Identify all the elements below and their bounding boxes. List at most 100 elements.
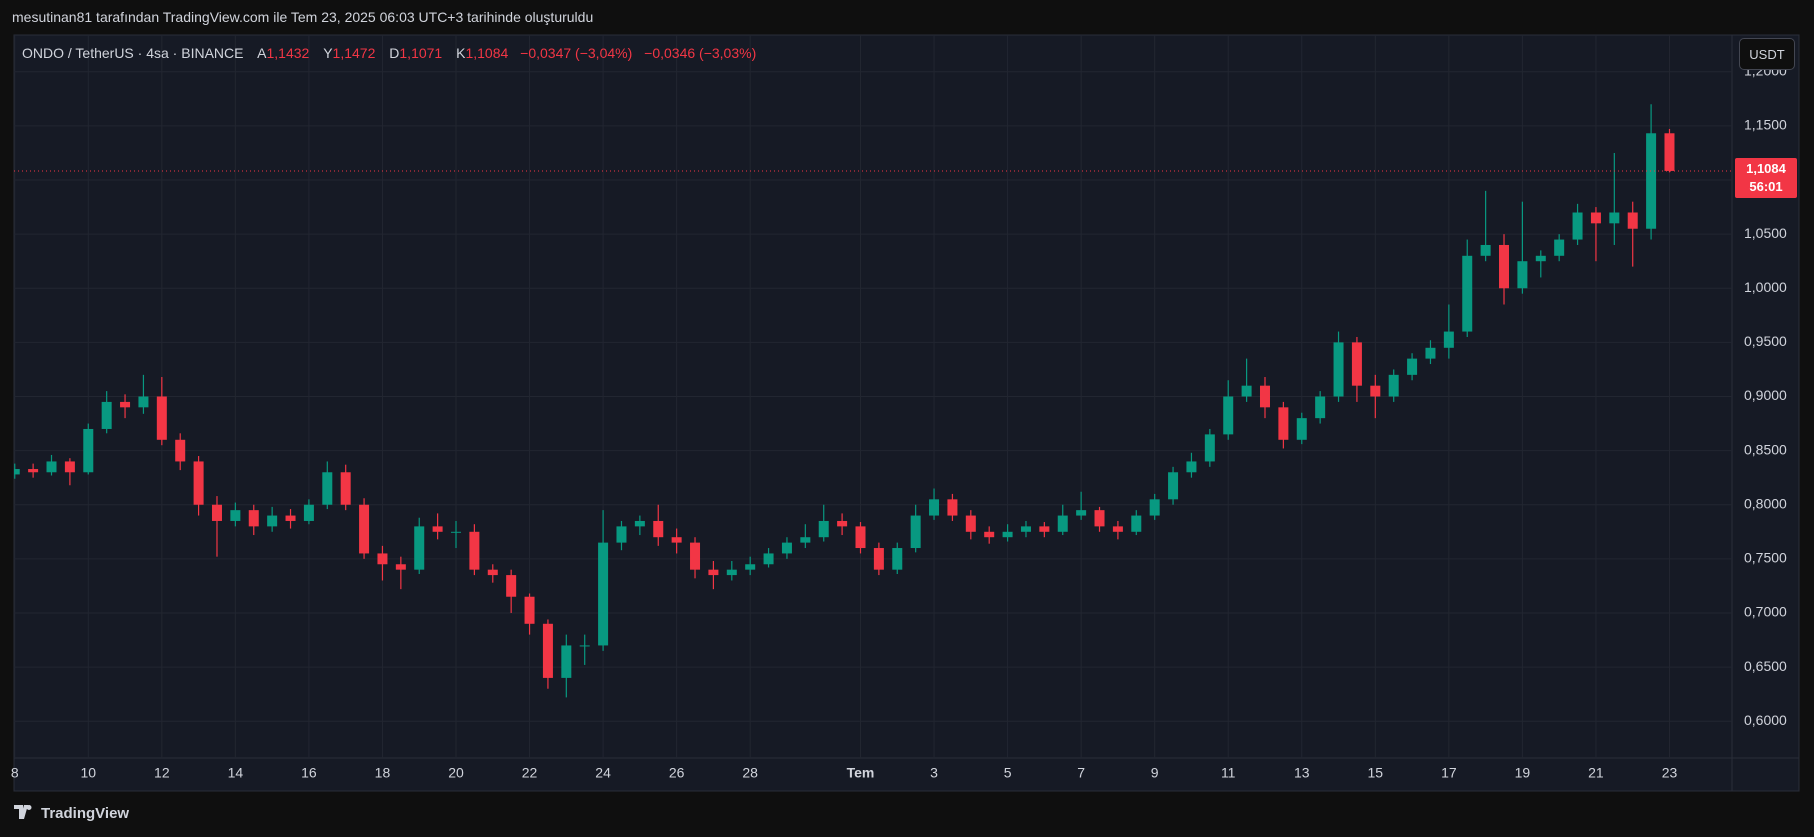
candle-body: [1278, 407, 1289, 440]
candle-body: [1572, 212, 1583, 240]
y-tick-label: 1,0500: [1744, 225, 1787, 241]
candle-body: [1351, 342, 1362, 386]
candle-body: [451, 531, 462, 533]
candle-body: [947, 499, 958, 516]
candle-body: [1627, 212, 1638, 229]
x-tick-label: Tem: [847, 765, 875, 781]
y-tick-label: 0,6500: [1744, 658, 1787, 674]
candle-body: [1535, 255, 1546, 262]
candle-body: [14, 469, 20, 475]
brand[interactable]: TradingView: [14, 805, 129, 822]
candle-body: [1039, 526, 1050, 532]
brand-text: TradingView: [41, 805, 130, 822]
attribution: mesutinan81 tarafından TradingView.com i…: [12, 9, 594, 25]
candle-body: [1517, 261, 1528, 289]
high-value: 1,1472: [332, 45, 376, 61]
candle-body: [1425, 347, 1436, 359]
candle-body: [1499, 244, 1510, 289]
candle-body: [708, 569, 719, 576]
candle-body: [653, 520, 664, 538]
open-value: 1,1432: [266, 45, 310, 61]
candle-body: [414, 526, 425, 570]
candle-body: [690, 542, 701, 570]
candle-body: [1002, 531, 1013, 538]
candle-body: [579, 645, 590, 647]
brand-logo: [14, 805, 32, 819]
candle-body: [1370, 385, 1381, 397]
candle-body: [873, 548, 884, 570]
last-price-label: 1,1084: [1746, 160, 1786, 176]
candle-body: [1112, 526, 1123, 532]
x-tick-label: 18: [375, 765, 391, 781]
candle-body: [1590, 212, 1601, 224]
candle-body: [598, 542, 609, 646]
candle-body: [377, 553, 388, 565]
candle-body: [1057, 515, 1068, 532]
candle-body: [469, 531, 480, 570]
candle-body: [524, 596, 535, 624]
candle-body: [818, 520, 829, 538]
symbol: ONDO / TetherUS · 4sa · BINANCE: [22, 45, 244, 61]
candle-body: [83, 428, 94, 473]
candle-body: [763, 553, 774, 565]
candle-body: [303, 504, 314, 521]
currency-button[interactable]: USDT: [1739, 38, 1795, 70]
candle-body: [1149, 499, 1160, 516]
candle-body: [1443, 331, 1454, 348]
candle-body: [671, 537, 682, 543]
x-tick-label: 28: [742, 765, 758, 781]
candle-body: [1388, 374, 1399, 397]
x-tick-label: 16: [301, 765, 317, 781]
candle-body: [1076, 510, 1087, 516]
candle-body: [28, 469, 39, 473]
candle-body: [267, 515, 278, 527]
candle-body: [193, 461, 204, 505]
high-key: Y: [323, 45, 333, 61]
legend: ONDO / TetherUS · 4sa · BINANCE A1,1432 …: [22, 45, 764, 61]
candle-body: [506, 575, 517, 597]
candle-body: [726, 569, 737, 576]
y-tick-label: 0,8000: [1744, 495, 1787, 511]
y-tick-label: 0,6000: [1744, 712, 1787, 728]
x-tick-label: 8: [11, 765, 19, 781]
y-tick-label: 1,0000: [1744, 279, 1787, 295]
candle-body: [1462, 255, 1473, 332]
candle-body: [46, 461, 57, 473]
candle-body: [211, 504, 222, 521]
candle-body: [745, 564, 756, 570]
y-tick-label: 1,1500: [1744, 117, 1787, 133]
candle-body: [892, 548, 903, 570]
candle-body: [781, 542, 792, 554]
candle-body: [359, 504, 370, 554]
x-tick-label: 20: [448, 765, 464, 781]
countdown: 56:01: [1749, 178, 1783, 194]
y-tick-label: 0,9500: [1744, 333, 1787, 349]
low-key: D: [389, 45, 400, 61]
y-tick-label: 0,7000: [1744, 604, 1787, 620]
x-tick-label: 23: [1662, 765, 1678, 781]
candle-body: [929, 499, 940, 516]
x-tick-label: 12: [154, 765, 170, 781]
x-tick-label: 11: [1221, 765, 1236, 781]
candle-body: [965, 515, 976, 532]
candle-body: [1186, 461, 1197, 473]
low-value: 1,1071: [399, 45, 443, 61]
candle-body: [487, 569, 498, 576]
candle-body: [800, 537, 811, 543]
y-tick-label: 0,8500: [1744, 441, 1787, 457]
candle-body: [1223, 396, 1234, 435]
x-tick-label: 7: [1077, 765, 1085, 781]
candle-body: [910, 515, 921, 549]
candle-body: [1094, 510, 1105, 527]
candle-body: [120, 401, 131, 408]
change-alt: −0,0346 (−3,03%): [644, 45, 757, 61]
x-tick-label: 10: [80, 765, 96, 781]
candle-body: [248, 510, 259, 527]
open-key: A: [257, 45, 267, 61]
candle-body: [984, 531, 995, 538]
candle-body: [616, 526, 627, 543]
candle-body: [1259, 385, 1270, 408]
grid: [14, 35, 1732, 758]
y-tick-label: 0,9000: [1744, 387, 1787, 403]
change: −0,0347 (−3,04%): [520, 45, 633, 61]
